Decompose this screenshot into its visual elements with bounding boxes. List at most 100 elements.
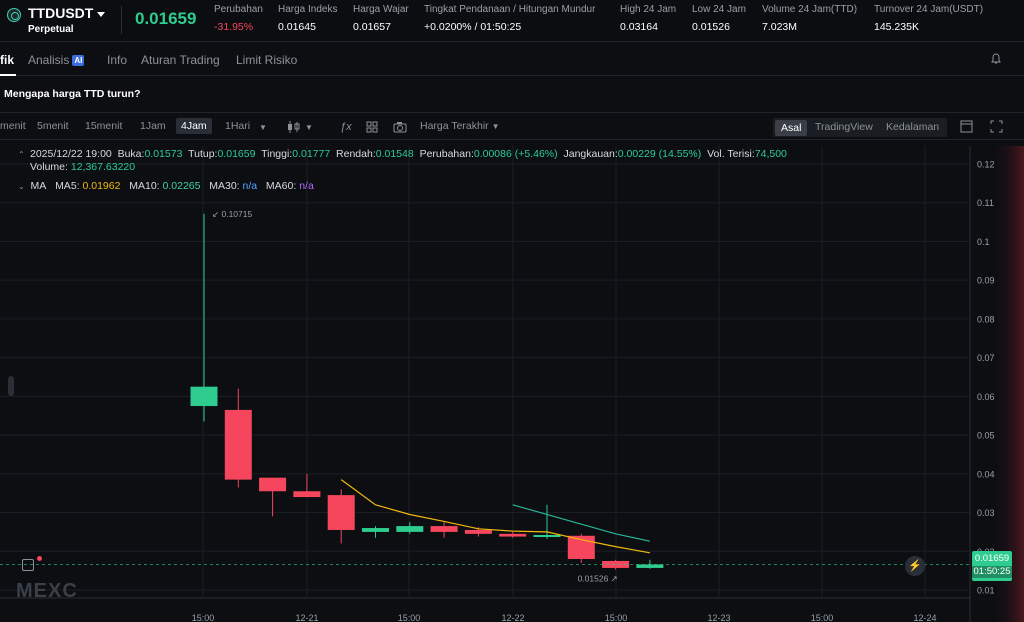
candle-body <box>499 533 527 537</box>
ohlc-range-label: Jangkauan: <box>563 148 618 160</box>
last-price: 0.01659 <box>135 9 197 28</box>
chevron-down-icon[interactable]: ▼ <box>305 123 313 132</box>
price-type-label: Harga Terakhir <box>420 120 489 132</box>
y-tick-label: 0.01 <box>977 586 995 596</box>
ma30-label: MA30: <box>209 180 240 192</box>
fullscreen-icon[interactable] <box>990 120 1003 133</box>
y-tick-label: 0.1 <box>977 237 990 247</box>
tab-label: Analisis <box>28 53 70 67</box>
tab-risk-limit[interactable]: Limit Risiko <box>236 53 298 67</box>
ma60-value: n/a <box>299 180 314 192</box>
y-tick-label: 0.07 <box>977 353 995 363</box>
stat-index-price: Harga Indeks 0.01645 <box>278 4 337 33</box>
window-layout-icon[interactable] <box>960 120 973 133</box>
candle-body <box>327 495 355 530</box>
ma5-label: MA5: <box>55 180 80 192</box>
x-tick-label: 12-21 <box>295 613 318 622</box>
candle-body <box>259 477 287 492</box>
interval-15min[interactable]: 15menit <box>85 120 123 132</box>
camera-icon[interactable] <box>393 121 407 133</box>
chevron-down-icon[interactable]: ▼ <box>259 123 267 132</box>
ohlc-high-label: Tinggi: <box>261 148 293 160</box>
view-original[interactable]: Asal <box>775 120 808 136</box>
indicator-fx-icon[interactable]: ƒx <box>340 121 352 133</box>
stat-volume-24h: Volume 24 Jam(TTD) 7.023M <box>762 4 857 33</box>
ohlc-close-label: Tutup: <box>188 148 218 160</box>
ma10-line <box>512 504 651 542</box>
chart-scroll-handle[interactable] <box>8 376 14 396</box>
symbol-selector[interactable]: TTDUSDT <box>28 5 94 21</box>
stat-fair-price: Harga Wajar 0.01657 <box>353 4 409 33</box>
stat-low-24h: Low 24 Jam 0.01526 <box>692 4 746 33</box>
chevron-down-icon[interactable] <box>97 12 105 17</box>
layout-grid-icon[interactable] <box>366 121 378 133</box>
min-price-label: 0.01526 ↗ <box>578 573 618 583</box>
candle-body <box>190 386 218 407</box>
ma10-value: 0.02265 <box>162 180 201 192</box>
ma-legend: ⌄ MA MA5: 0.01962 MA10: 0.02265 MA30: n/… <box>18 180 314 192</box>
max-price-label: ↙ 0.10715 <box>212 209 252 219</box>
tab-info[interactable]: Info <box>107 53 128 67</box>
x-tick-label: 15:00 <box>811 613 834 622</box>
divider <box>121 6 122 34</box>
ai-badge: AI <box>72 55 85 66</box>
price-type-select[interactable]: Harga Terakhir ▼ <box>420 120 500 132</box>
candlestick-chart[interactable]: 0.12 0.11 0.1 0.09 0.08 0.07 0.06 0.05 0.04 0.03 0… <box>0 146 1024 622</box>
lightning-icon[interactable]: ⚡ <box>905 556 925 576</box>
candle-body <box>396 526 424 532</box>
interval-5min[interactable]: 5menit <box>37 120 69 132</box>
stat-label: Turnover 24 Jam(USDT) <box>874 4 984 15</box>
ohlc-volume-label: Volume: <box>30 161 68 173</box>
stat-value: 0.01645 <box>278 21 316 33</box>
stat-label: Harga Indeks <box>278 4 338 15</box>
view-toggle: Asal TradingView Kedalaman <box>773 118 947 137</box>
interval-4h[interactable]: 4Jam <box>176 118 212 134</box>
x-tick-label: 12-24 <box>913 613 936 622</box>
candlestick-type-icon[interactable] <box>287 121 301 133</box>
y-axis-gradient <box>990 146 1024 622</box>
interval-1d[interactable]: 1Hari <box>225 120 251 132</box>
ai-question-link[interactable]: Mengapa harga TTD turun? <box>4 88 141 100</box>
ma5-value: 0.01962 <box>82 180 121 192</box>
ohlc-low: 0.01548 <box>375 148 414 160</box>
stat-change: Perubahan -31.95% <box>214 4 263 33</box>
ohlc-volume: 12,367.63220 <box>70 161 136 173</box>
tab-chart[interactable]: fik <box>0 53 15 67</box>
ohlc-low-label: Rendah: <box>336 148 376 160</box>
tab-trading-rules[interactable]: Aturan Trading <box>141 53 220 67</box>
x-tick-label: 12-22 <box>501 613 524 622</box>
candle-body <box>464 529 492 534</box>
view-tradingview[interactable]: TradingView <box>815 121 873 133</box>
stat-value: +0.0200% / 01:50:25 <box>424 21 522 33</box>
current-price-tag: 0.01659 01:50:25 <box>972 551 1012 581</box>
ma10-label: MA10: <box>129 180 160 192</box>
chevron-up-icon[interactable]: ⌃ <box>18 150 25 159</box>
view-depth[interactable]: Kedalaman <box>886 121 940 133</box>
tab-analysis[interactable]: Analisis AI <box>28 53 85 67</box>
x-tick-label: 15:00 <box>398 613 421 622</box>
chevron-down-icon: ▼ <box>491 122 500 131</box>
stat-value: -31.95% <box>214 21 254 33</box>
bell-icon[interactable] <box>990 53 1002 65</box>
x-tick-label: 15:00 <box>192 613 215 622</box>
y-tick-label: 0.04 <box>977 469 995 479</box>
stat-label: Low 24 Jam <box>692 4 746 15</box>
chevron-down-icon[interactable]: ⌄ <box>18 182 25 191</box>
stat-high-24h: High 24 Jam 0.03164 <box>620 4 676 33</box>
ohlc-volume-row: Volume: 12,367.63220 <box>30 161 135 173</box>
stat-value: 0.01526 <box>692 21 730 33</box>
notification-dot <box>37 556 42 561</box>
x-tick-label: 15:00 <box>605 613 628 622</box>
ticker-bar: TTDUSDT Perpetual 0.01659 Perubahan -31.… <box>0 0 1024 42</box>
candle-body <box>293 491 321 498</box>
candle-body <box>362 528 389 532</box>
ohlc-legend: ⌃ 2025/12/22 19:00 Buka:0.01573 Tutup:0.… <box>0 146 960 174</box>
price-tag-value: 0.01659 <box>974 553 1010 564</box>
ohlc-vol: 74,500 <box>754 148 787 160</box>
candle-body <box>602 560 630 568</box>
interval-1min[interactable]: menit <box>0 120 26 132</box>
interval-1h[interactable]: 1Jam <box>140 120 166 132</box>
ohlc-row: 2025/12/22 19:00 Buka:0.01573 Tutup:0.01… <box>30 148 787 160</box>
collapse-icon[interactable] <box>22 559 34 571</box>
ohlc-open-label: Buka: <box>117 148 145 160</box>
